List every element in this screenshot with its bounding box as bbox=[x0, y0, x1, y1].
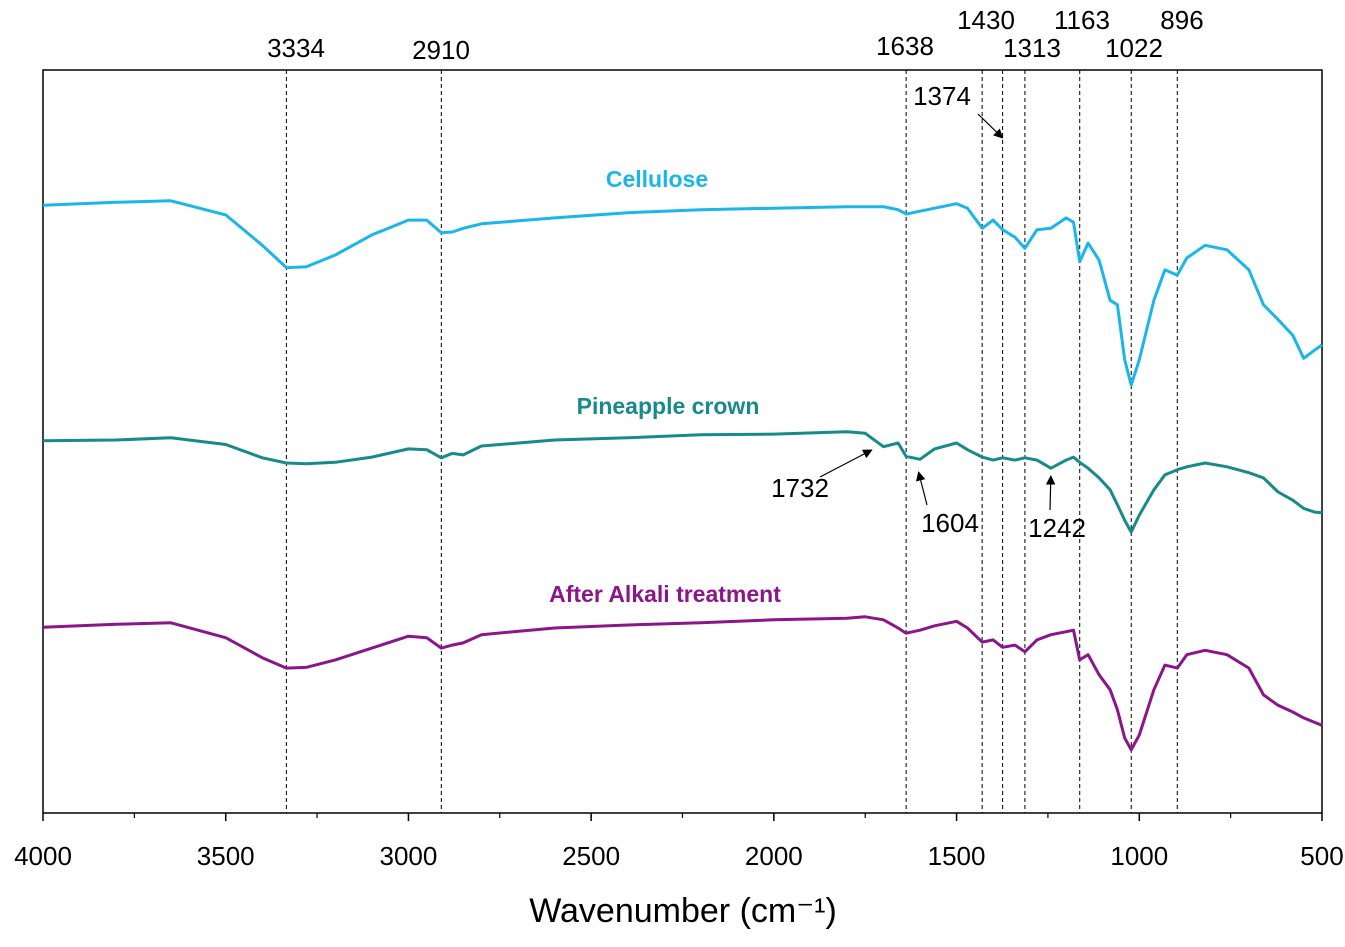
annotation-arrow bbox=[916, 471, 928, 506]
series-line bbox=[42, 430, 1323, 534]
x-tick-label: 1000 bbox=[1110, 841, 1168, 871]
peak-label: 1022 bbox=[1105, 33, 1163, 63]
x-tick-label: 2500 bbox=[562, 841, 620, 871]
x-tick-label: 4000 bbox=[14, 841, 72, 871]
peak-arrow bbox=[977, 113, 1004, 139]
peak-label: 896 bbox=[1160, 5, 1203, 35]
peak-label: 1374 bbox=[913, 81, 971, 111]
peak-label: 1430 bbox=[957, 5, 1015, 35]
series-line bbox=[42, 199, 1323, 387]
annotation-label: 1242 bbox=[1028, 513, 1086, 543]
series-label: Pineapple crown bbox=[577, 393, 760, 419]
series-label: Cellulose bbox=[606, 166, 708, 192]
peak-label: 3334 bbox=[267, 33, 325, 63]
annotation-arrow bbox=[819, 449, 873, 478]
x-axis-label: Wavenumber (cm⁻¹) bbox=[529, 892, 837, 930]
peak-label: 1638 bbox=[876, 31, 934, 61]
x-tick-label: 2000 bbox=[745, 841, 803, 871]
peak-label: 1163 bbox=[1054, 5, 1110, 35]
x-tick-label: 3000 bbox=[380, 841, 438, 871]
series-label: After Alkali treatment bbox=[549, 581, 781, 607]
annotation-label: 1604 bbox=[921, 508, 979, 538]
x-tick-label: 500 bbox=[1300, 841, 1343, 871]
annotation-label: 1732 bbox=[771, 473, 829, 503]
series-line bbox=[42, 615, 1323, 752]
peak-label: 2910 bbox=[412, 35, 470, 65]
peak-label: 1313 bbox=[1003, 33, 1061, 63]
x-tick-label: 1500 bbox=[928, 841, 986, 871]
annotation-arrow bbox=[1045, 475, 1056, 511]
x-tick-label: 3500 bbox=[197, 841, 255, 871]
